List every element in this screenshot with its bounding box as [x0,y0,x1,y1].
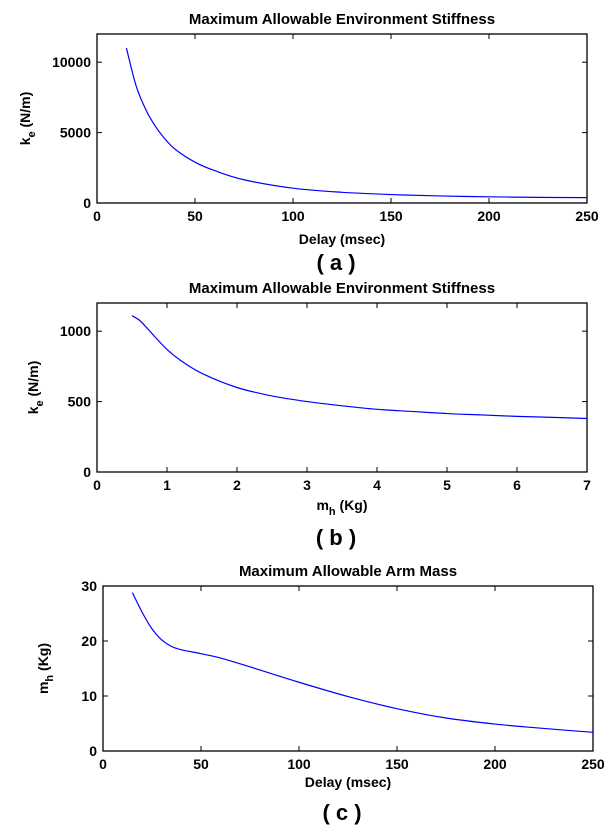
chart-panel-a: Maximum Allowable Environment Stiffness 0… [17,11,599,275]
x-tick-label: 0 [99,756,107,772]
x-tick-label: 2 [233,477,241,493]
y-tick-label: 5000 [60,125,91,141]
x-tick-label: 100 [287,756,311,772]
y-tick-label: 20 [81,633,97,649]
panel-caption: ( c ) [322,800,361,825]
x-tick-label: 5 [443,477,451,493]
y-tick-label: 0 [83,464,91,480]
series-line [125,47,588,199]
y-tick-label: 0 [89,743,97,759]
x-axis-label: Delay (msec) [299,231,385,247]
x-axis-label: mh (Kg) [316,497,367,518]
x-tick-label: 50 [187,208,203,224]
x-tick-label: 7 [583,477,591,493]
y-tick-label: 10000 [52,54,91,70]
axes-frame [96,33,588,204]
x-tick-label: 200 [477,208,501,224]
chart-title: Maximum Allowable Environment Stiffness [189,280,495,297]
chart-title: Maximum Allowable Arm Mass [239,563,457,580]
x-tick-label: 250 [581,756,605,772]
y-tick-label: 1000 [60,323,91,339]
x-tick-label: 150 [379,208,403,224]
x-tick-label: 200 [483,756,507,772]
chart-panel-b: Maximum Allowable Environment Stiffness 0… [25,280,591,550]
x-tick-label: 100 [281,208,305,224]
x-tick-label: 3 [303,477,311,493]
x-tick-label: 0 [93,477,101,493]
y-tick-label: 30 [81,578,97,594]
series-line [131,592,594,733]
y-axis-label: ke (N/m) [25,361,46,415]
series-line [131,315,588,420]
panel-caption: ( a ) [316,250,355,275]
y-tick-label: 0 [83,195,91,211]
y-axis-label: mh (Kg) [35,643,56,694]
x-tick-label: 250 [575,208,599,224]
axes-frame [96,302,588,473]
x-tick-label: 1 [163,477,171,493]
x-axis-label: Delay (msec) [305,774,391,790]
x-tick-label: 50 [193,756,209,772]
y-tick-label: 10 [81,688,97,704]
axes-frame [102,585,594,752]
y-tick-label: 500 [68,394,92,410]
x-tick-label: 4 [373,477,381,493]
panel-caption: ( b ) [316,525,356,550]
x-tick-label: 6 [513,477,521,493]
chart-title: Maximum Allowable Environment Stiffness [189,11,495,28]
x-tick-label: 0 [93,208,101,224]
x-tick-label: 150 [385,756,409,772]
y-axis-label: ke (N/m) [17,92,38,146]
